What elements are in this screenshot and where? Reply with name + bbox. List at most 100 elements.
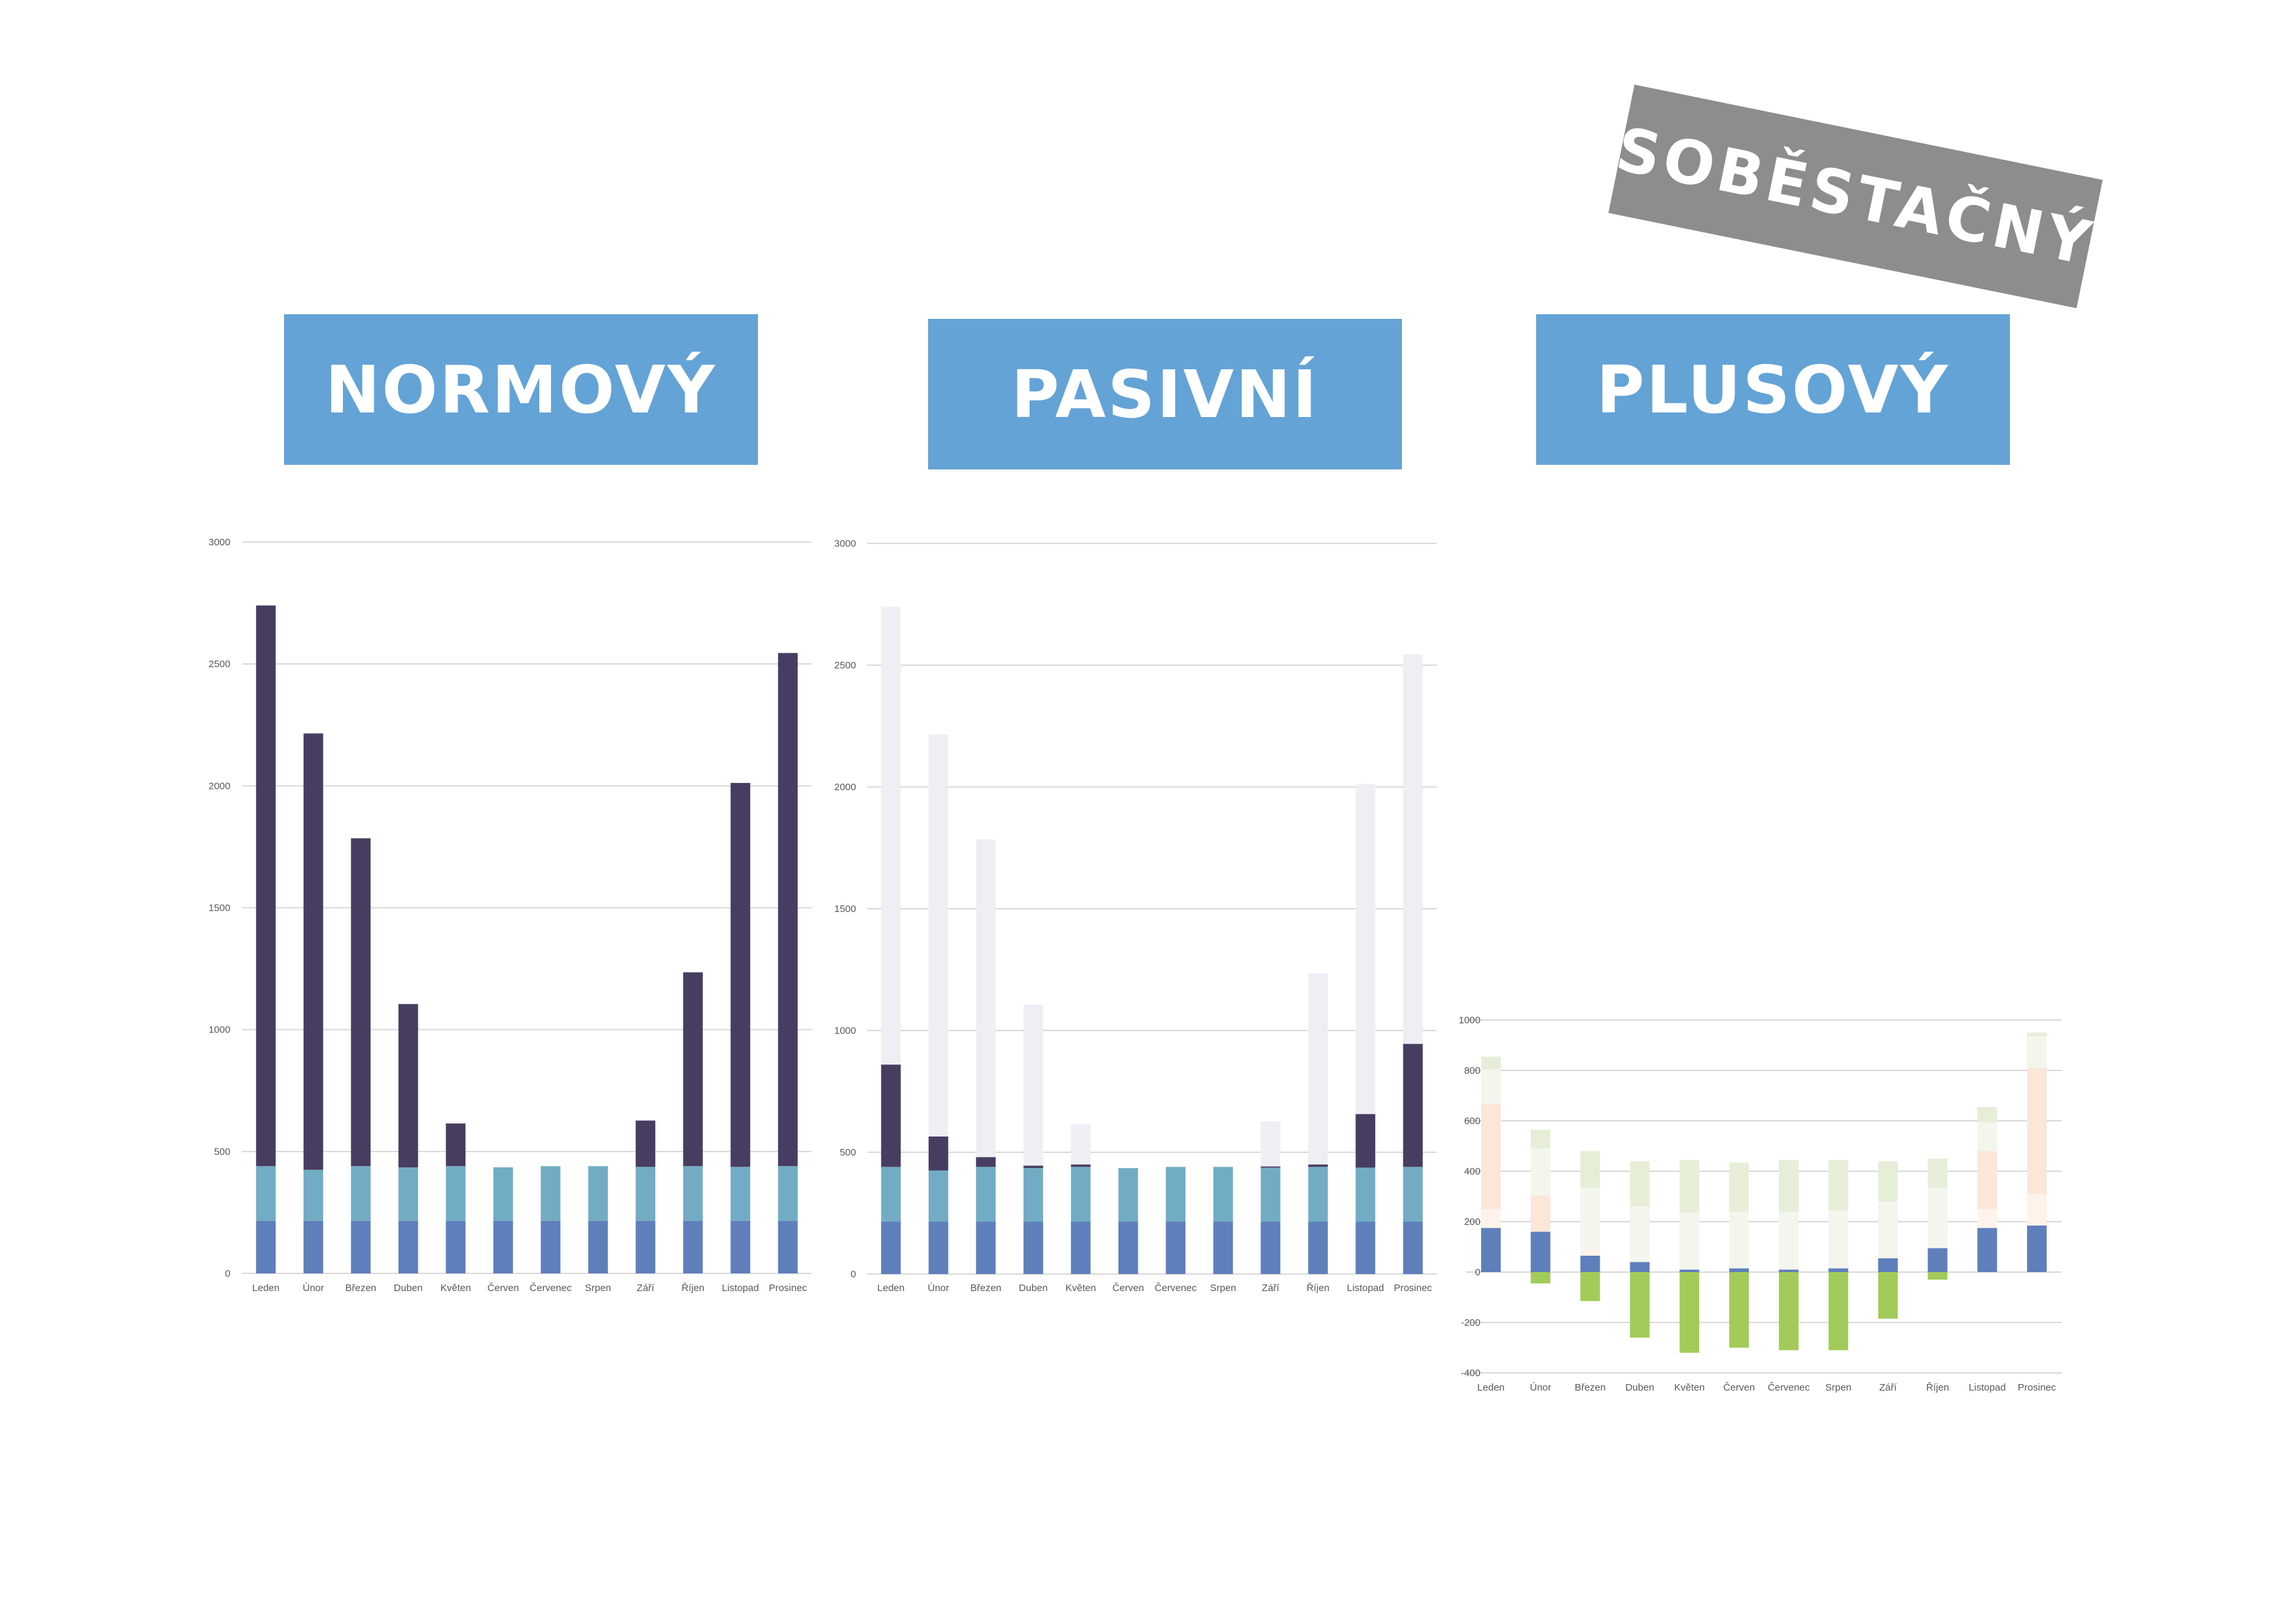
x-tick-label: Únor [1530, 1382, 1551, 1393]
x-tick-label: Červenec [1155, 1283, 1197, 1294]
bar-segment [446, 1166, 466, 1221]
bar-segment [1630, 1161, 1650, 1207]
bar-segment [1403, 654, 1423, 1044]
x-tick-label: Červen [1723, 1382, 1755, 1393]
bar-segment [1071, 1164, 1091, 1167]
bar-segment [1630, 1272, 1650, 1338]
bar-segment [928, 1136, 948, 1171]
y-tick-label: 1000 [209, 1025, 230, 1036]
bar-segment [1530, 1231, 1551, 1272]
bar-segment [1480, 1104, 1501, 1209]
x-tick-label: Květen [1066, 1283, 1096, 1294]
x-tick-label: Leden [252, 1283, 279, 1294]
y-tick-label: 3000 [209, 537, 230, 548]
bar-segment [1580, 1272, 1600, 1302]
bar-segment [928, 1222, 948, 1274]
bar-segment [493, 1167, 513, 1221]
y-tick-label: 200 [1464, 1216, 1480, 1228]
bar-segment [928, 735, 948, 1137]
bar-segment [1778, 1211, 1799, 1270]
bar-segment [1778, 1269, 1799, 1272]
x-tick-label: Březen [1575, 1382, 1606, 1393]
y-tick-label: 0 [225, 1268, 230, 1279]
bar-segment [1580, 1151, 1600, 1188]
x-tick-label: Květen [1674, 1382, 1705, 1393]
bar-segment [1166, 1222, 1186, 1274]
bar-segment [1403, 1044, 1423, 1167]
y-tick-label: 2000 [209, 780, 230, 792]
bar-segment [1480, 1228, 1501, 1272]
x-tick-label: Listopad [722, 1283, 759, 1294]
bar-segment [1878, 1272, 1898, 1319]
bar-segment [1308, 973, 1328, 1165]
x-tick-label: Prosinec [769, 1283, 808, 1294]
bar-segment [636, 1167, 656, 1221]
bar-segment [1403, 1222, 1423, 1274]
bar-segment [730, 782, 751, 1167]
bar-segment [976, 1222, 996, 1274]
bar-segment [351, 1166, 371, 1221]
y-tick-label: 500 [214, 1146, 230, 1158]
bar-segment [1480, 1056, 1501, 1070]
bar-segment [1977, 1228, 1998, 1272]
bar-segment [1355, 784, 1376, 1114]
bar-segment [636, 1220, 656, 1273]
x-tick-label: Říjen [681, 1283, 704, 1294]
bar-segment [778, 1166, 798, 1221]
bar-segment [351, 1220, 371, 1273]
x-tick-label: Duben [1625, 1382, 1654, 1393]
bar-segment [2027, 1068, 2047, 1194]
bar-segment [1118, 1168, 1138, 1222]
bar-segment [1729, 1268, 1749, 1272]
bar-segment [1928, 1248, 1948, 1272]
bar-segment [1023, 1168, 1043, 1222]
bar-segment [2027, 1225, 2047, 1272]
bar-segment [493, 1220, 513, 1273]
x-tick-label: Únor [927, 1283, 949, 1294]
y-tick-label: -400 [1461, 1368, 1480, 1379]
bar-segment [351, 838, 371, 1167]
bar-segment [398, 1004, 418, 1168]
bar-segment [1580, 1249, 1600, 1256]
bar-segment [881, 606, 901, 1065]
bar-segment [1580, 1188, 1600, 1250]
bar-segment [1878, 1258, 1898, 1272]
bar-segment [1977, 1151, 1998, 1209]
bar-segment [303, 733, 323, 1170]
bar-segment [1355, 1167, 1376, 1222]
bar-segment [976, 1157, 996, 1167]
y-tick-label: 1000 [1459, 1015, 1480, 1026]
bar-segment [683, 1166, 703, 1221]
banner-pasivni: PASIVNÍ [928, 319, 1402, 469]
x-tick-label: Leden [877, 1283, 905, 1294]
bar-segment [1828, 1210, 1848, 1269]
bar-segment [1308, 1167, 1328, 1222]
x-tick-label: Červen [488, 1283, 519, 1294]
bar-segment [1679, 1213, 1700, 1270]
x-tick-label: Září [637, 1283, 655, 1294]
x-tick-label: Září [1262, 1283, 1280, 1294]
bar-segment [1213, 1222, 1233, 1274]
bar-segment [730, 1220, 751, 1273]
bar-segment [303, 1220, 323, 1273]
bar-segment [1071, 1167, 1091, 1222]
x-tick-label: Listopad [1969, 1382, 2006, 1393]
bar-segment [881, 1222, 901, 1274]
bar-segment [1778, 1272, 1799, 1351]
bar-segment [1261, 1121, 1281, 1167]
bar-segment [683, 1220, 703, 1273]
x-tick-label: Říjen [1306, 1283, 1329, 1294]
y-tick-label: 1500 [834, 903, 856, 915]
bar-segment [1928, 1188, 1948, 1249]
bar-segment [1630, 1206, 1650, 1262]
bar-segment [1630, 1262, 1650, 1272]
bar-segment [1878, 1161, 1898, 1202]
bar-segment [881, 1167, 901, 1222]
bar-segment [1878, 1201, 1898, 1258]
bar-segment [976, 1167, 996, 1222]
bar-segment [1403, 1167, 1423, 1222]
x-tick-label: Listopad [1347, 1283, 1384, 1294]
